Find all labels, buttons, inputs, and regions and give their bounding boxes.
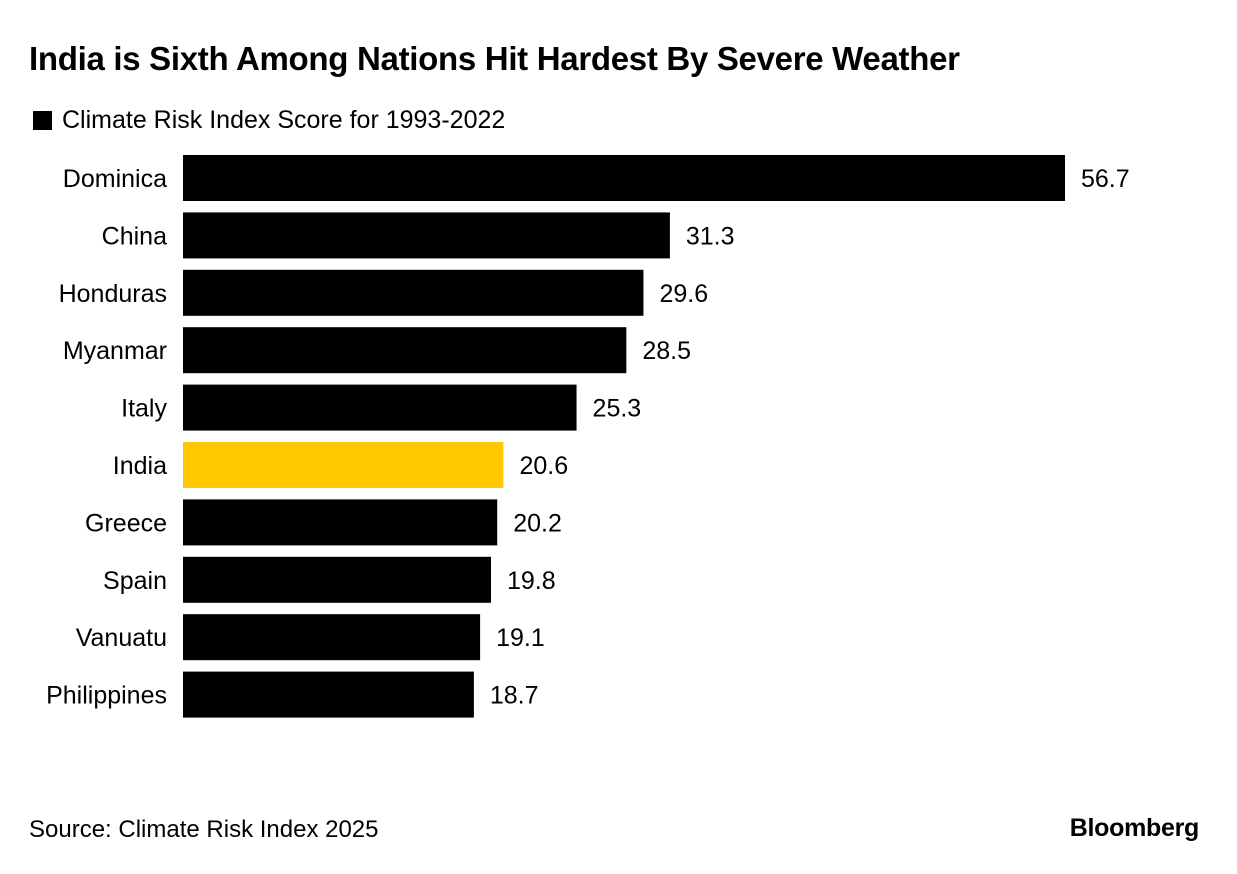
category-label: China xyxy=(102,222,167,250)
bar-myanmar xyxy=(183,327,627,374)
bar-india xyxy=(183,442,504,488)
value-label: 20.6 xyxy=(519,452,568,480)
bar-italy xyxy=(183,384,577,431)
value-label: 56.7 xyxy=(1081,165,1130,193)
bar-honduras xyxy=(183,269,644,316)
bar-spain xyxy=(183,556,491,603)
bar-dominica xyxy=(183,155,1065,201)
value-label: 20.2 xyxy=(513,509,562,537)
value-label: 28.5 xyxy=(642,337,691,365)
category-label: Italy xyxy=(121,395,167,423)
value-label: 19.1 xyxy=(496,624,545,652)
category-label: Myanmar xyxy=(63,337,167,365)
category-label: Greece xyxy=(85,509,167,537)
bar-philippines xyxy=(183,671,474,718)
legend-label: Climate Risk Index Score for 1993-2022 xyxy=(62,106,506,134)
value-label: 25.3 xyxy=(593,395,642,423)
value-label: 18.7 xyxy=(490,682,539,710)
chart-title: India is Sixth Among Nations Hit Hardest… xyxy=(29,40,960,77)
source-note: Source: Climate Risk Index 2025 xyxy=(29,816,379,843)
category-label: Vanuatu xyxy=(76,624,167,652)
category-label: Honduras xyxy=(59,280,167,308)
legend-swatch xyxy=(33,111,52,130)
category-label: Philippines xyxy=(46,682,167,710)
bar-greece xyxy=(183,499,498,546)
brand-logo: Bloomberg xyxy=(1069,814,1200,842)
legend: Climate Risk Index Score for 1993-2022 xyxy=(33,106,505,135)
value-label: 19.8 xyxy=(507,567,556,595)
category-label: India xyxy=(113,452,167,480)
category-label: Dominica xyxy=(63,165,167,193)
value-label: 31.3 xyxy=(686,222,735,250)
category-label: Spain xyxy=(103,567,167,595)
bar-vanuatu xyxy=(183,614,481,661)
value-label: 29.6 xyxy=(659,280,708,308)
bar-chart: Dominica 56.7 China 31.3 Honduras 29.6 Myanmar… xyxy=(46,155,1130,718)
bar-china xyxy=(183,212,670,259)
